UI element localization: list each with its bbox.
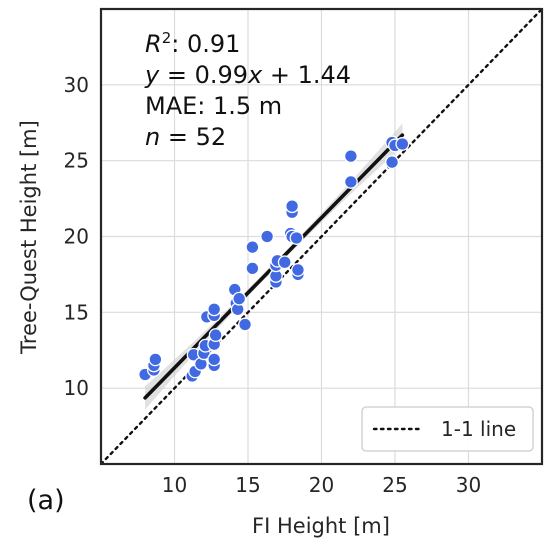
data-point-34 xyxy=(289,231,304,245)
y-tick-labels: 10 15 20 25 30 xyxy=(64,73,89,400)
data-point-14 xyxy=(208,328,223,343)
r-squared-text: R2: 0.91 xyxy=(145,29,240,58)
plot-frame xyxy=(99,7,544,466)
data-point-23 xyxy=(245,240,260,255)
x-tick-3: 25 xyxy=(382,473,407,497)
data-point-22 xyxy=(245,261,260,276)
y-tick-0: 10 xyxy=(64,376,89,400)
data-point-20 xyxy=(232,291,247,306)
y-tick-3: 25 xyxy=(64,149,89,173)
data-point-42 xyxy=(395,137,410,151)
y-tick-4: 30 xyxy=(64,73,89,97)
regression-equation-text: y = 0.99x + 1.44 xyxy=(144,61,351,89)
data-point-12 xyxy=(207,352,222,367)
y-tick-1: 15 xyxy=(64,300,89,324)
data-point-33 xyxy=(285,199,300,214)
mae-text: MAE: 1.5 m xyxy=(145,92,282,120)
data-point-3 xyxy=(148,352,163,367)
legend: 1-1 line xyxy=(361,406,534,452)
y-tick-2: 20 xyxy=(64,225,89,249)
sample-size-text: n = 52 xyxy=(145,123,226,151)
data-point-29 xyxy=(277,255,292,270)
data-point-38 xyxy=(343,149,358,164)
identity-line xyxy=(101,9,542,464)
legend-box xyxy=(361,406,534,452)
data-points xyxy=(138,135,410,383)
stats-annotation: R2: 0.91 y = 0.99x + 1.44 MAE: 1.5 m n =… xyxy=(144,29,351,151)
x-tick-1: 15 xyxy=(235,473,260,497)
data-point-16 xyxy=(207,302,222,317)
x-tick-2: 20 xyxy=(309,473,334,497)
y-axis-title: Tree-Quest Height [m] xyxy=(17,120,41,355)
data-point-21 xyxy=(238,317,253,332)
x-tick-0: 10 xyxy=(162,473,187,497)
data-point-36 xyxy=(291,262,305,277)
data-point-39 xyxy=(385,155,400,170)
data-point-24 xyxy=(260,229,275,244)
legend-label-identity: 1-1 line xyxy=(441,417,516,441)
panel-label: (a) xyxy=(27,485,65,516)
x-axis-title: FI Height [m] xyxy=(252,514,390,538)
data-point-37 xyxy=(343,174,358,189)
x-tick-4: 30 xyxy=(456,473,481,497)
x-tick-labels: 10 15 20 25 30 xyxy=(162,473,481,497)
